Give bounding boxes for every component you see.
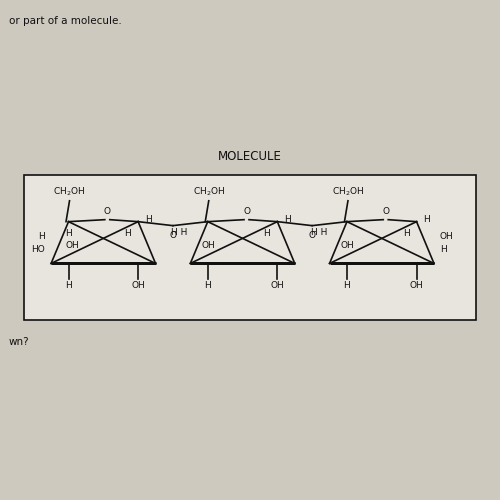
Text: H: H	[424, 214, 430, 224]
Text: O: O	[243, 206, 250, 216]
Text: O: O	[308, 230, 316, 239]
Text: O: O	[104, 206, 111, 216]
Text: O: O	[170, 230, 176, 239]
Text: CH$_2$OH: CH$_2$OH	[192, 186, 225, 198]
Bar	[24, 176, 476, 320]
Text: MOLECULE: MOLECULE	[218, 150, 282, 163]
Text: H: H	[65, 281, 72, 290]
Text: OH: OH	[202, 240, 215, 250]
Text: OH: OH	[65, 240, 79, 250]
Text: H: H	[284, 214, 291, 224]
Text: H: H	[204, 281, 211, 290]
Text: H H: H H	[310, 228, 327, 237]
Text: OH: OH	[410, 281, 424, 290]
Text: OH: OH	[340, 240, 354, 250]
Text: O: O	[382, 206, 389, 216]
Text: H H: H H	[172, 228, 188, 237]
Text: H: H	[440, 246, 446, 254]
Text: H: H	[264, 229, 270, 238]
Text: OH: OH	[131, 281, 145, 290]
Text: wn?: wn?	[9, 337, 29, 347]
Text: H: H	[145, 214, 152, 224]
Text: OH: OH	[440, 232, 454, 241]
Text: H: H	[124, 229, 131, 238]
Text: H: H	[402, 229, 409, 238]
Text: OH: OH	[270, 281, 284, 290]
Text: CH$_2$OH: CH$_2$OH	[332, 186, 364, 198]
Text: H: H	[344, 281, 350, 290]
Text: H: H	[65, 229, 72, 238]
Text: or part of a molecule.: or part of a molecule.	[9, 16, 122, 26]
Text: H: H	[38, 232, 45, 241]
Text: CH$_2$OH: CH$_2$OH	[54, 186, 86, 198]
Text: HO: HO	[32, 246, 45, 254]
